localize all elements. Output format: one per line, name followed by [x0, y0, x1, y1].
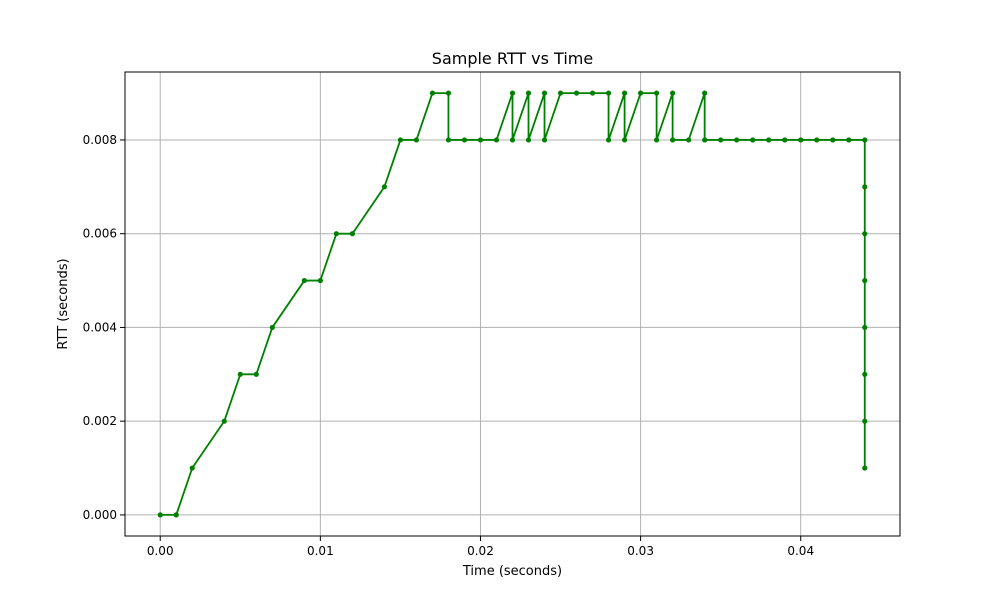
data-point: [686, 137, 692, 143]
ticks: 0.00 0.01 0.02 0.03 0.04 0.000 0.002 0.004 0.006…: [83, 133, 814, 558]
data-point: [862, 137, 868, 143]
data-point: [525, 137, 532, 143]
data-point: [621, 137, 628, 143]
y-axis-label: RTT (seconds): [56, 258, 71, 349]
data-point: [349, 231, 355, 237]
data-point: [525, 90, 532, 96]
data-point: [605, 90, 612, 96]
data-point: [862, 324, 868, 331]
data-point: [862, 231, 868, 237]
plot-area: [125, 72, 900, 536]
data-point: [509, 90, 516, 96]
data-point: [589, 90, 596, 96]
y-tick-label: 0.006: [83, 227, 117, 241]
data-point: [445, 90, 452, 96]
data-point: [605, 137, 612, 143]
data-point: [702, 137, 708, 143]
data-point: [862, 465, 868, 471]
data-point: [734, 137, 740, 143]
data-point: [189, 465, 195, 471]
data-point: [782, 137, 788, 143]
data-point: [670, 90, 676, 96]
data-point: [766, 137, 772, 143]
data-point: [718, 137, 724, 143]
plot-frame: [124, 71, 901, 537]
y-tick-label: 0.002: [83, 414, 117, 428]
data-point: [333, 231, 339, 237]
data-point: [397, 137, 404, 143]
data-point: [253, 371, 259, 377]
data-point: [269, 324, 275, 331]
data-point: [477, 137, 484, 143]
data-point: [509, 137, 516, 143]
data-point: [702, 90, 708, 96]
x-axis-label: Time (seconds): [462, 564, 562, 579]
data-point: [221, 418, 227, 424]
data-point: [381, 184, 388, 190]
data-point: [862, 418, 868, 424]
data-point: [237, 371, 243, 377]
x-tick-label: 0.00: [147, 544, 174, 558]
data-point: [798, 137, 804, 143]
data-point: [461, 137, 468, 143]
x-tick-label: 0.03: [627, 544, 654, 558]
data-point: [862, 184, 868, 190]
data-point: [157, 512, 163, 518]
y-tick-label: 0.008: [83, 133, 117, 147]
y-tick-label: 0.004: [83, 320, 117, 334]
series-rtt: [157, 90, 868, 518]
data-point: [493, 137, 500, 143]
data-point: [670, 137, 676, 143]
data-point: [429, 90, 436, 96]
data-point: [750, 137, 756, 143]
data-point: [862, 371, 868, 377]
x-tick-label: 0.01: [307, 544, 334, 558]
y-tick-label: 0.000: [83, 508, 117, 522]
data-point: [654, 137, 660, 143]
data-point: [541, 90, 548, 96]
data-point: [846, 137, 852, 143]
data-point: [654, 90, 660, 96]
x-tick-label: 0.04: [787, 544, 814, 558]
chart-title: Sample RTT vs Time: [432, 49, 593, 68]
x-tick-label: 0.02: [467, 544, 494, 558]
data-point: [445, 137, 452, 143]
data-point: [637, 90, 644, 96]
data-point: [541, 137, 548, 143]
data-point: [621, 90, 628, 96]
series-line: [159, 92, 866, 516]
data-point: [301, 277, 307, 284]
data-point: [862, 277, 868, 284]
grid: [125, 72, 900, 536]
data-point: [317, 277, 323, 284]
data-point: [557, 90, 564, 96]
data-point: [573, 90, 580, 96]
data-point: [173, 512, 179, 518]
data-point: [814, 137, 820, 143]
data-point: [830, 137, 836, 143]
data-point: [413, 137, 420, 143]
